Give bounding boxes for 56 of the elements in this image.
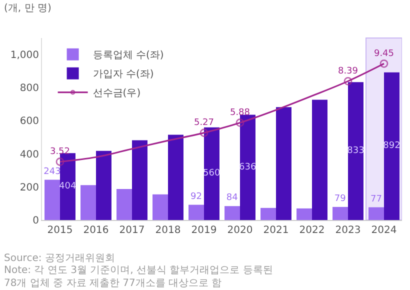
data-label: 5.88 [230, 108, 250, 118]
bar [368, 207, 384, 220]
legend-label: 등록업체 수(좌) [92, 50, 164, 62]
x-tick-label: 2018 [155, 225, 181, 236]
point [56, 158, 64, 166]
bar [44, 180, 60, 220]
x-tick-label: 2015 [47, 225, 73, 236]
data-label: 77 [370, 194, 382, 204]
point [200, 128, 208, 138]
bar [152, 194, 168, 220]
point [380, 59, 388, 68]
bar [276, 107, 292, 220]
bar [260, 208, 276, 220]
bar [132, 140, 148, 220]
x-tick-label: 2024 [371, 225, 397, 236]
point [344, 76, 352, 86]
legend-label: 선수금(우) [92, 88, 141, 100]
bar [168, 134, 184, 220]
data-label: 92 [190, 192, 202, 202]
text: Note: 각 연도 3월 기준이며, 선불식 할부거래업으로 등록된 78개 업체 중 자료 제출한 77개소를 대상으로 함 [4, 265, 273, 289]
y-tick-label: 200 [20, 182, 39, 194]
point [236, 118, 244, 127]
y-tick-label: 600 [20, 116, 39, 128]
x-tick-label: 2016 [83, 225, 109, 236]
y-tick-label: 800 [20, 83, 39, 94]
data-label: 8.39 [338, 66, 358, 77]
source-note: Source: 공정거래위원회 [4, 253, 115, 264]
y-axis-title: (개, 만 명) [4, 3, 52, 14]
x-tick-label: 2021 [263, 225, 289, 236]
bar [96, 150, 112, 220]
data-label: 79 [334, 194, 346, 204]
x-tick-label: 2017 [119, 225, 145, 236]
x-tick-label: 2020 [227, 225, 253, 236]
bar [224, 206, 240, 220]
bar [296, 208, 312, 220]
legend-label: 가입자 수(좌) [92, 69, 154, 80]
data-label: 9.45 [374, 49, 394, 60]
bar [240, 114, 256, 220]
data-label: 243 [44, 166, 61, 177]
bar [348, 82, 364, 220]
y-tick-label: 0 [32, 216, 39, 226]
x-tick-label: 2023 [335, 225, 361, 236]
bar [80, 185, 96, 220]
bar [60, 153, 76, 220]
y-tick-label: 1,000 [10, 50, 39, 62]
x-tick-label: 2019 [191, 225, 217, 236]
x-tick-label: 2022 [299, 225, 325, 236]
bar [204, 127, 220, 220]
y-tick-label: 400 [20, 149, 39, 160]
data-label: 3.52 [50, 147, 70, 158]
data-label: 5.27 [194, 118, 214, 128]
bar [116, 189, 132, 220]
bar [188, 204, 204, 220]
data-label: 84 [226, 193, 238, 204]
bar [312, 100, 328, 220]
bar [332, 206, 348, 220]
